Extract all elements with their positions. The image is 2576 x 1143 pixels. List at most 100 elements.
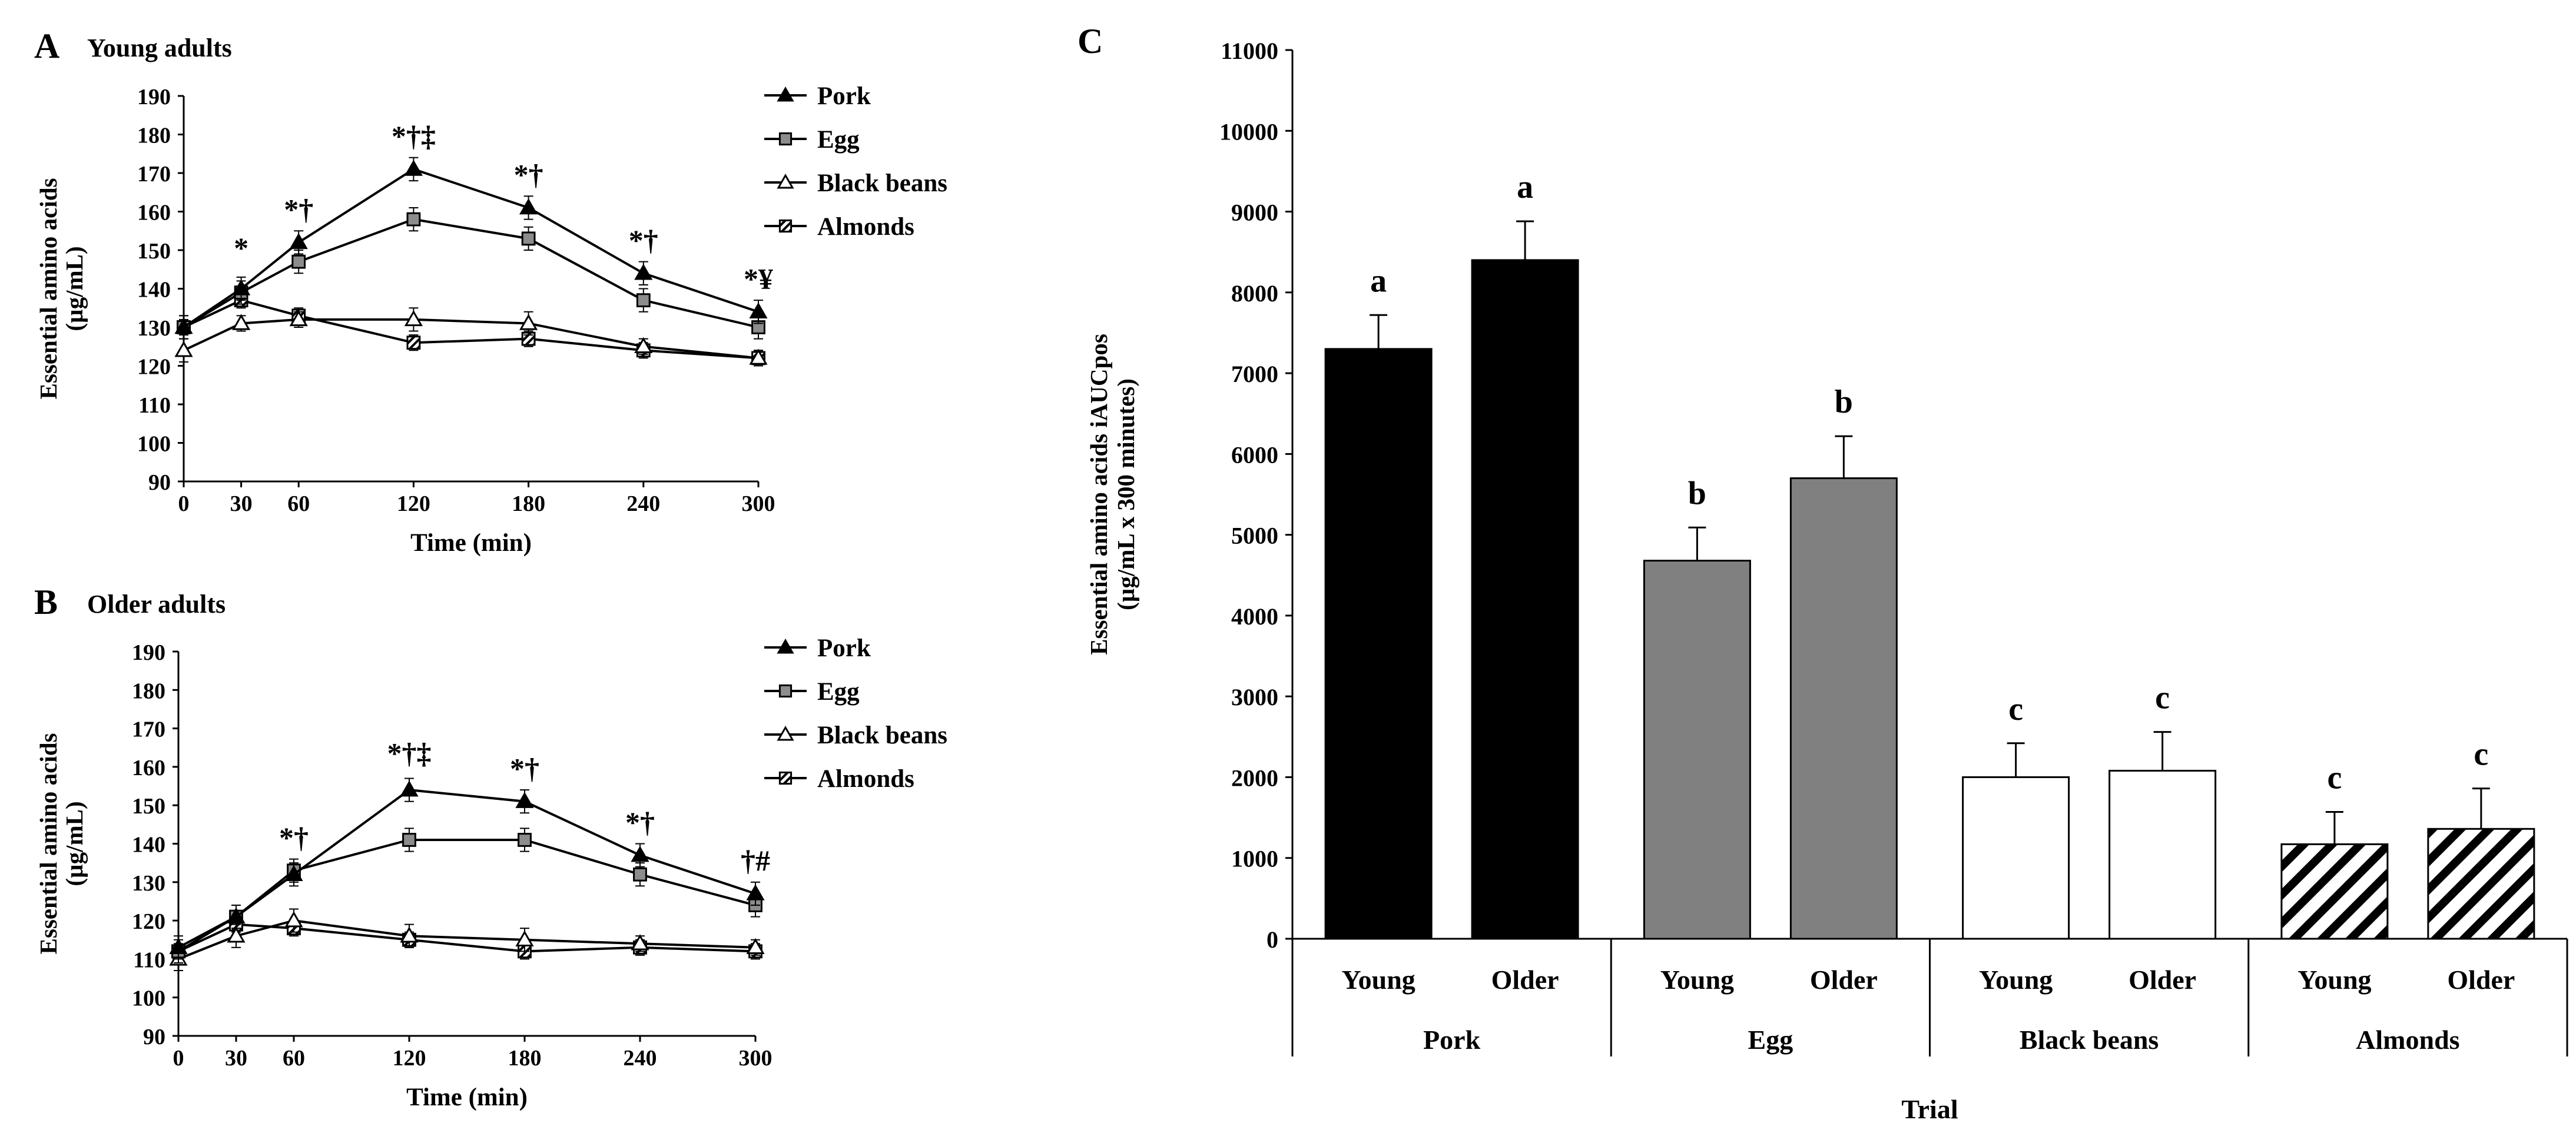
panel-c-y-tick-label: 9000	[1231, 200, 1278, 226]
panel-c-y-tick-label: 6000	[1231, 441, 1278, 468]
panel-c-bar-almonds-older	[2427, 828, 2535, 940]
panel-b-annotation: *†	[510, 752, 539, 785]
panel-b-point-pork	[746, 884, 765, 901]
panel-a-y-tick-label: 150	[137, 239, 171, 264]
panel-b-point-pork	[400, 780, 419, 797]
panel-b-y-axis-label: Essential amino acids	[35, 733, 62, 955]
panel-a-legend-marker-pork	[777, 86, 794, 102]
panel-a-x-tick-label: 300	[742, 491, 775, 516]
panel-b-point-black-beans	[400, 926, 419, 943]
panel-a-x-tick-label: 180	[512, 491, 545, 516]
panel-c-bar-almonds-young	[2280, 843, 2389, 940]
panel-b-x-tick-label: 240	[624, 1046, 657, 1071]
panel-b-legend-label-almonds: Almonds	[817, 765, 914, 793]
panel-c-x-tick-label: Older	[2129, 965, 2196, 995]
panel-c-y-tick-label: 5000	[1231, 523, 1278, 549]
panel-a-y-tick-label: 190	[137, 85, 171, 109]
panel-a-point-pork	[174, 317, 193, 334]
panel-c-y-tick-label: 10000	[1219, 118, 1278, 145]
panel-c-group-label: Egg	[1748, 1025, 1793, 1055]
panel-b-annotation: *†	[279, 821, 309, 854]
panel-c-significance-letter: b	[1688, 475, 1706, 511]
panel-b-point-pork	[284, 865, 303, 881]
panel-a-y-tick-label: 140	[137, 278, 171, 303]
panel-b-point-pork	[169, 938, 188, 955]
panel-a-point-pork	[519, 198, 538, 215]
panel-a-x-axis-label: Time (min)	[410, 529, 532, 557]
panel-a-point-egg	[406, 212, 421, 227]
panel-c-significance-letter: a	[1370, 263, 1387, 299]
panel-a-point-almonds	[406, 335, 421, 350]
panel-a-point-pork	[749, 302, 768, 319]
panel-a-point-black-beans	[174, 341, 193, 357]
panel-c-y-tick-label: 11000	[1221, 38, 1278, 64]
panel-a-legend-label-pork: Pork	[817, 82, 871, 110]
panel-b-y-tick-label: 120	[132, 909, 165, 934]
panel-c-y-tick-label: 8000	[1231, 280, 1278, 307]
panel-a-point-black-beans	[634, 337, 653, 353]
panel-b-point-black-beans	[631, 934, 649, 951]
panel-a-title: Young adults	[87, 34, 232, 62]
panel-a-y-tick-label: 160	[137, 201, 171, 225]
panel-a-point-pork	[289, 232, 308, 250]
panel-b-y-tick-label: 140	[132, 833, 165, 858]
panel-a-legend-marker-almonds	[778, 219, 793, 233]
panel-a-point-egg	[521, 231, 536, 246]
panel-c-group-label: Almonds	[2356, 1025, 2459, 1055]
panel-a-legend-label-almonds: Almonds	[817, 213, 914, 241]
panel-a-x-tick-label: 60	[287, 491, 310, 516]
panel-a-point-black-beans	[749, 348, 768, 365]
panel-b-y-tick-label: 110	[133, 948, 165, 972]
panel-a-x-tick-label: 240	[626, 491, 660, 516]
panel-c-y-tick-label: 3000	[1231, 684, 1278, 710]
panel-a-letter: A	[34, 26, 59, 65]
panel-b-point-pork	[227, 907, 246, 923]
panel-a-y-axis-label: Essential amino acids	[35, 178, 62, 400]
panel-a-x-tick-label: 30	[230, 491, 253, 516]
panel-b-y-tick-label: 130	[132, 871, 165, 896]
panel-c-x-tick-label: Young	[1979, 965, 2053, 995]
panel-a-point-egg	[291, 254, 306, 269]
panel-b-x-tick-label: 180	[508, 1046, 542, 1071]
panel-c-significance-letter: c	[2155, 680, 2170, 716]
panel-a-y-tick-label: 180	[137, 124, 171, 148]
panel-c-significance-letter: a	[1517, 169, 1533, 205]
panel-a-legend-label-black-beans: Black beans	[817, 170, 947, 197]
panel-c-x-tick-label: Older	[1810, 965, 1878, 995]
panel-c-bar-egg-older	[1789, 477, 1898, 940]
panel-c-group-label: Black beans	[2020, 1025, 2159, 1055]
panel-b-point-black-beans	[515, 930, 534, 946]
panel-a-annotation: *¥	[744, 263, 773, 295]
panel-b-y-tick-label: 90	[143, 1025, 165, 1049]
panel-c-y-tick-label: 1000	[1231, 846, 1278, 872]
panel-a-point-black-beans	[404, 310, 423, 327]
panel-a-point-pork	[232, 279, 251, 295]
panel-c-x-axis-label: Trial	[1901, 1094, 1958, 1124]
panel-a-y-tick-label: 90	[148, 470, 171, 495]
panel-c-y-tick-label: 4000	[1231, 603, 1278, 630]
panel-c-bar-egg-young	[1643, 560, 1751, 940]
panel-b-point-egg	[402, 833, 416, 847]
panel-b-y-tick-label: 100	[132, 986, 165, 1011]
panel-b-y-tick-label: 160	[132, 756, 165, 780]
panel-b-legend-marker-almonds	[778, 771, 793, 785]
panel-b-y-tick-label: 180	[132, 679, 165, 703]
panel-a-x-tick-label: 120	[397, 491, 430, 516]
panel-c-x-tick-label: Young	[2297, 965, 2371, 995]
panel-b-point-black-beans	[227, 926, 246, 943]
panel-c-bar-black-beans-older	[2108, 769, 2217, 940]
panel-a-y-tick-label: 110	[138, 393, 171, 418]
panel-a-annotation: *	[234, 231, 248, 264]
panel-b-annotation: *†	[625, 806, 655, 839]
panel-b-legend-marker-pork	[777, 638, 794, 654]
panel-b-y-tick-label: 190	[132, 640, 165, 665]
panel-c-x-tick-label: Young	[1341, 965, 1415, 995]
panel-b-legend-label-black-beans: Black beans	[817, 722, 947, 749]
panel-c-bar-pork-young	[1324, 348, 1433, 940]
panel-c: C Essential amino acids iAUCpos (µg/mL x…	[1078, 22, 2568, 1124]
panel-c-bar-pork-older	[1471, 259, 1579, 940]
panel-b-x-tick-label: 300	[739, 1046, 773, 1071]
panel-b-annotation: †#	[741, 844, 770, 877]
panel-a-y-tick-label: 130	[137, 316, 171, 341]
